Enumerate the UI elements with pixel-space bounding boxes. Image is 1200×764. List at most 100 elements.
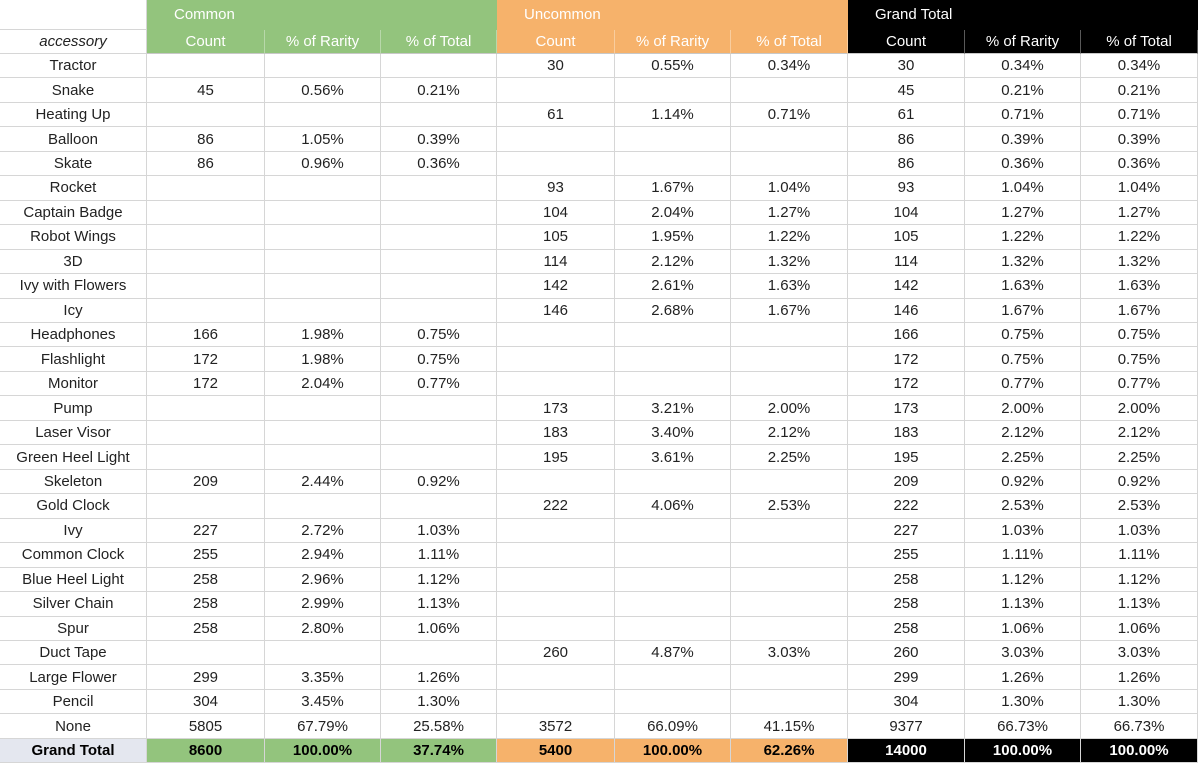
data-cell: 0.75% (965, 323, 1081, 348)
data-cell: 260 (848, 641, 965, 666)
data-cell: 93 (848, 176, 965, 201)
data-cell: 86 (848, 127, 965, 152)
data-cell (497, 592, 615, 617)
total-cell: 62.26% (731, 738, 848, 764)
data-cell: 1.03% (965, 518, 1081, 544)
data-cell (615, 347, 731, 372)
data-cell: 1.30% (381, 689, 497, 715)
row-label: Icy (0, 298, 147, 323)
data-cell: 1.14% (615, 102, 731, 128)
data-cell: 172 (147, 347, 265, 372)
column-header: % of Total (381, 29, 497, 54)
data-cell: 142 (497, 274, 615, 299)
data-cell (381, 225, 497, 250)
data-cell: 2.44% (265, 469, 381, 495)
data-cell: 3.03% (731, 641, 848, 666)
row-label: Skate (0, 151, 147, 177)
total-cell: 100.00% (965, 738, 1081, 764)
row-label: Captain Badge (0, 200, 147, 226)
data-cell: 1.06% (381, 616, 497, 641)
data-cell (147, 176, 265, 201)
data-cell: 1.13% (965, 592, 1081, 617)
data-cell: 1.67% (615, 176, 731, 201)
data-cell (265, 274, 381, 299)
data-cell (497, 347, 615, 372)
data-cell: 0.39% (965, 127, 1081, 152)
data-cell: 3.61% (615, 445, 731, 470)
data-cell: 0.36% (965, 151, 1081, 177)
data-cell: 1.67% (1081, 298, 1198, 323)
data-cell (265, 53, 381, 79)
row-label: Tractor (0, 53, 147, 79)
total-cell: 14000 (848, 738, 965, 764)
data-cell (731, 469, 848, 495)
data-cell (731, 616, 848, 641)
data-cell: 146 (848, 298, 965, 323)
data-cell: 2.53% (1081, 494, 1198, 519)
row-label: Pencil (0, 689, 147, 715)
data-cell: 30 (848, 53, 965, 79)
row-label: Rocket (0, 176, 147, 201)
data-cell: 2.72% (265, 518, 381, 544)
data-cell: 104 (497, 200, 615, 226)
data-cell (615, 665, 731, 690)
data-cell: 1.63% (731, 274, 848, 299)
row-label: Pump (0, 396, 147, 421)
row-label: Silver Chain (0, 592, 147, 617)
data-cell: 61 (848, 102, 965, 128)
data-cell (147, 274, 265, 299)
row-label: Duct Tape (0, 641, 147, 666)
data-cell (731, 371, 848, 397)
column-header: Count (848, 29, 965, 54)
data-cell: 114 (848, 249, 965, 275)
data-cell: 0.77% (1081, 371, 1198, 397)
row-label: Laser Visor (0, 420, 147, 446)
data-cell: 258 (147, 616, 265, 641)
data-cell: 299 (848, 665, 965, 690)
data-cell (615, 592, 731, 617)
total-cell: 100.00% (1081, 738, 1198, 764)
data-cell: 0.92% (381, 469, 497, 495)
column-header: % of Rarity (265, 29, 381, 54)
data-cell: 1.05% (265, 127, 381, 152)
data-cell: 0.71% (1081, 102, 1198, 128)
data-cell (497, 689, 615, 715)
data-cell: 1.11% (965, 543, 1081, 568)
data-cell: 255 (147, 543, 265, 568)
total-cell: 5400 (497, 738, 615, 764)
data-cell: 146 (497, 298, 615, 323)
data-cell (731, 78, 848, 103)
data-cell (265, 225, 381, 250)
data-cell (381, 53, 497, 79)
data-cell: 173 (497, 396, 615, 421)
data-cell (147, 200, 265, 226)
data-cell (731, 665, 848, 690)
data-cell (381, 298, 497, 323)
data-cell (731, 567, 848, 593)
data-cell (615, 127, 731, 152)
data-cell: 3.35% (265, 665, 381, 690)
data-cell: 195 (848, 445, 965, 470)
data-cell (615, 469, 731, 495)
data-cell: 304 (147, 689, 265, 715)
data-cell: 258 (848, 616, 965, 641)
data-cell: 2.68% (615, 298, 731, 323)
data-cell (265, 494, 381, 519)
data-cell: 299 (147, 665, 265, 690)
data-cell: 1.67% (965, 298, 1081, 323)
data-cell: 105 (497, 225, 615, 250)
corner-cell (0, 0, 147, 30)
row-label: Flashlight (0, 347, 147, 372)
data-cell (731, 543, 848, 568)
data-cell (497, 543, 615, 568)
data-cell: 61 (497, 102, 615, 128)
row-label: 3D (0, 249, 147, 275)
data-cell: 258 (147, 592, 265, 617)
row-label: Headphones (0, 323, 147, 348)
data-cell (265, 176, 381, 201)
column-header: % of Total (731, 29, 848, 54)
data-cell: 0.34% (731, 53, 848, 79)
data-cell: 195 (497, 445, 615, 470)
data-cell: 1.63% (965, 274, 1081, 299)
data-cell: 260 (497, 641, 615, 666)
